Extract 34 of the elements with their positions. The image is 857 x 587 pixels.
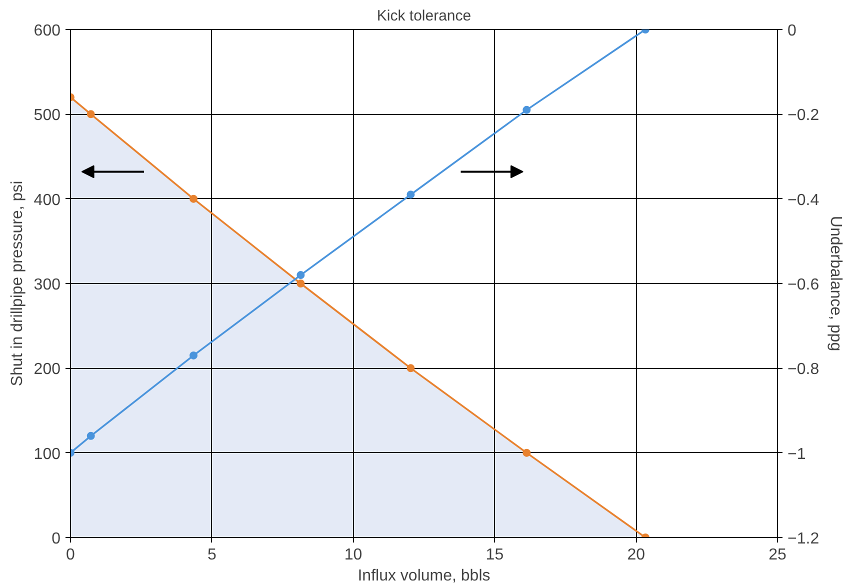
x-tick-label: 5 (207, 546, 216, 564)
y-tick-label: 200 (34, 361, 61, 378)
point (190, 194, 198, 203)
point (86, 432, 95, 440)
y-tick-label: 400 (34, 192, 61, 209)
x-tick-label: 0 (66, 546, 76, 564)
point (522, 448, 531, 457)
y2-tick-label: −0.6 (788, 276, 820, 294)
y-tick-label: 100 (34, 446, 61, 463)
y-tick-label: 600 (34, 22, 61, 40)
point (406, 364, 415, 372)
x-tick-label: 20 (627, 546, 646, 564)
point (406, 190, 415, 199)
point (296, 280, 305, 288)
chart-title: Kick tolerance (376, 8, 472, 24)
y2-tick-label: −1 (788, 446, 806, 463)
point (296, 271, 305, 280)
y2-axis-title: Underbalance, ppg (827, 216, 844, 352)
x-axis-title: Influx volume, bbls (358, 568, 490, 584)
x-tick-label: 10 (344, 546, 362, 564)
point (86, 110, 95, 118)
x-tick-label: 15 (486, 546, 504, 564)
y-tick-label: 300 (34, 276, 61, 294)
y2-tick-label: 0 (788, 22, 796, 40)
y2-tick-label: −0.8 (788, 361, 820, 378)
x-tick-label: 25 (768, 546, 786, 564)
y-tick-label: 500 (34, 107, 61, 124)
point (522, 106, 531, 114)
point (190, 351, 198, 360)
y-tick-label: 0 (52, 530, 61, 548)
y2-tick-label: −0.4 (788, 192, 820, 209)
y-axis-title: Shut in drillpipe pressure, psi (8, 180, 26, 386)
y2-tick-label: −1.2 (788, 530, 820, 548)
y2-tick-label: −0.2 (788, 107, 820, 124)
